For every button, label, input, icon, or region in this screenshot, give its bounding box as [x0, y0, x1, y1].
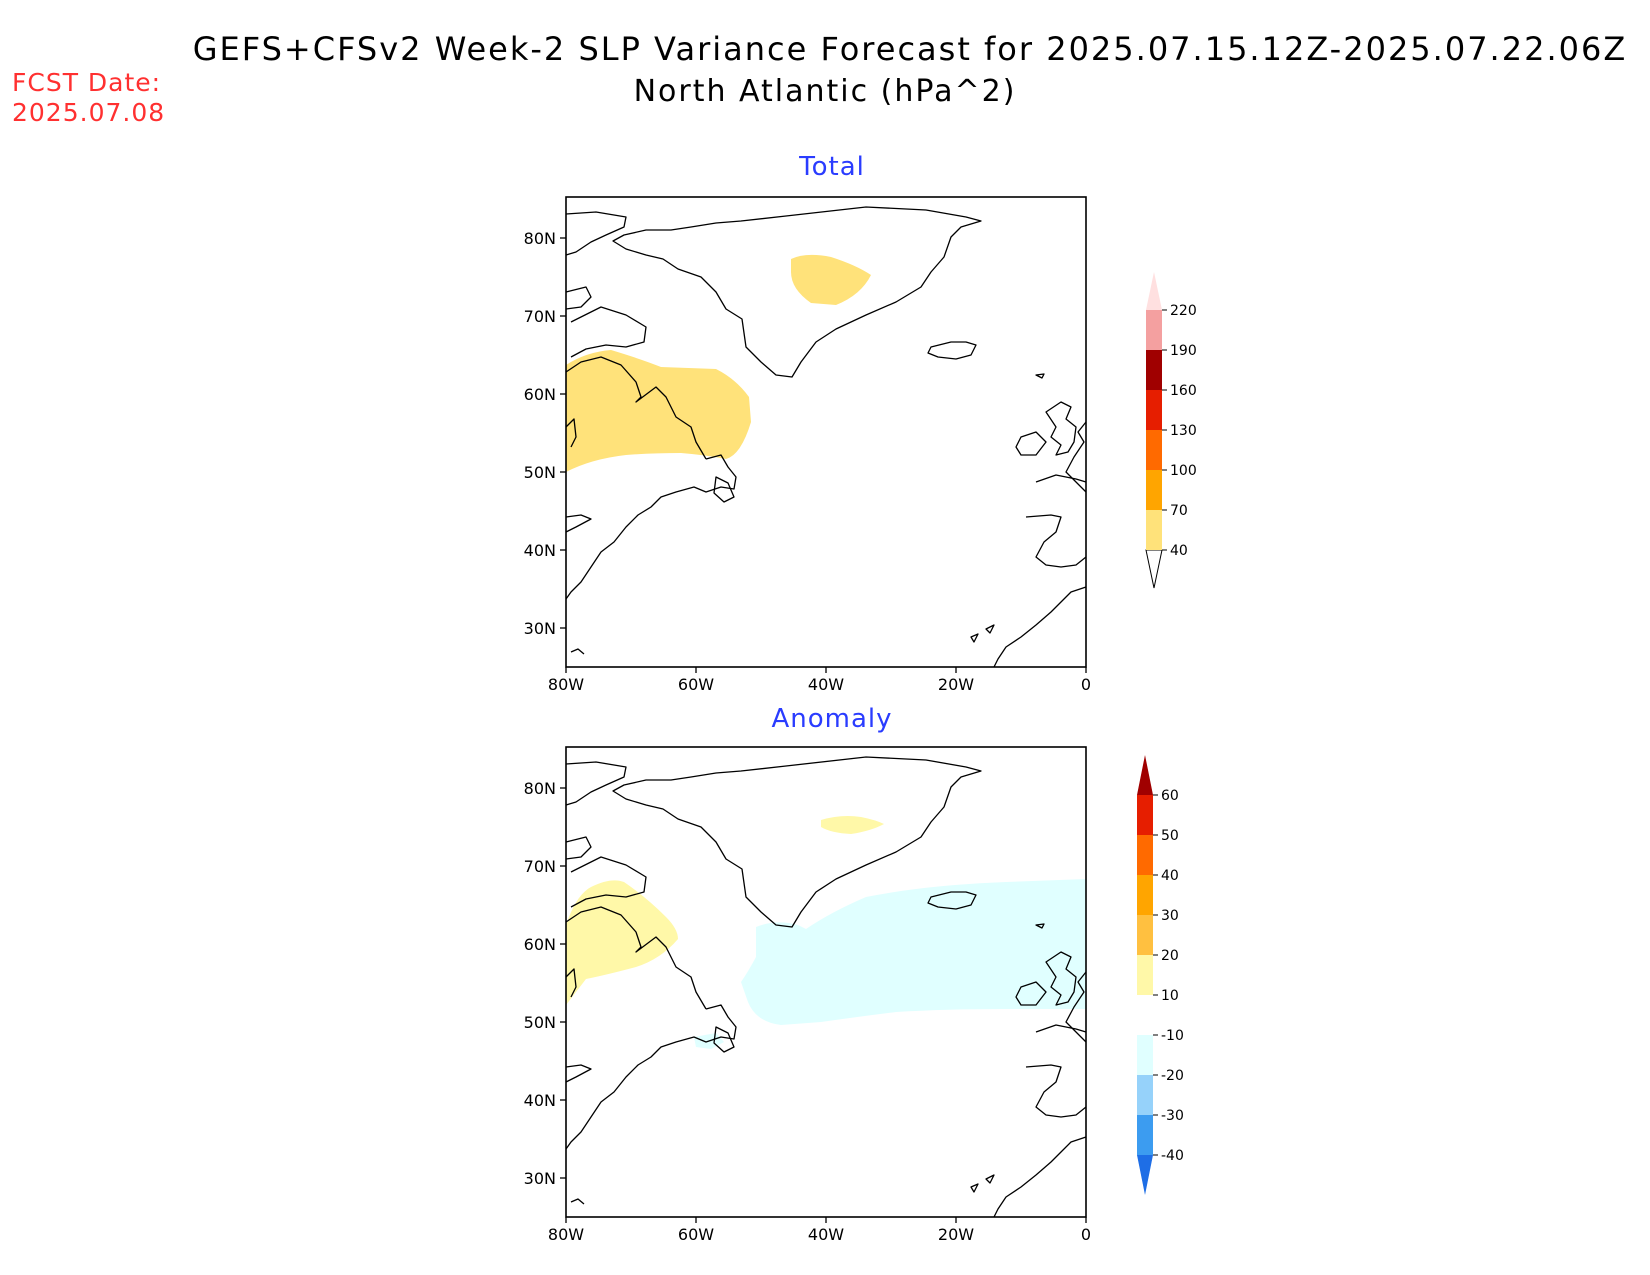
colorbar-label: 100	[1170, 463, 1197, 479]
lat-label: 80N	[524, 779, 556, 798]
colorbar-label: 70	[1170, 503, 1188, 519]
colorbar-label: -10	[1161, 1028, 1184, 1044]
colorbar-label: 190	[1170, 343, 1197, 359]
lat-label: 60N	[524, 935, 556, 954]
colorbar-label: 60	[1161, 788, 1179, 804]
lon-label: 0	[1081, 675, 1091, 694]
colorbar-block	[1146, 430, 1162, 470]
lon-label: 40W	[808, 675, 844, 694]
map-panel-anomaly: 80N 70N 60N 50N 40N 30N 80W 60W 40W 20W …	[524, 746, 1091, 1244]
colorbar-label: 50	[1161, 828, 1179, 844]
shaded-region-greenland	[791, 254, 871, 305]
panel-title-total: Total	[799, 152, 865, 182]
colorbar-block	[1137, 835, 1153, 875]
lat-labels: 80N 70N 60N 50N 40N 30N	[524, 229, 556, 638]
map-panel-total: 80N 70N 60N 50N 40N 30N 80W 60W 40W 20W …	[524, 196, 1091, 694]
shaded-region-labrador	[566, 880, 678, 1005]
lat-ticks	[560, 787, 566, 1179]
colorbar-tip-high	[1137, 755, 1153, 795]
shaded-region-labrador	[566, 350, 751, 472]
lat-label: 80N	[524, 229, 556, 248]
colorbar-label: 30	[1161, 908, 1179, 924]
main-title: GEFS+CFSv2 Week-2 SLP Variance Forecast …	[192, 30, 1628, 68]
colorbar-label: 160	[1170, 383, 1197, 399]
lon-ticks	[565, 1217, 1087, 1223]
colorbar-tip-low	[1145, 549, 1163, 589]
colorbar-block	[1137, 995, 1153, 1035]
shaded-region-ocean-negative	[741, 879, 1086, 1025]
lat-ticks	[560, 237, 566, 629]
lon-label: 60W	[678, 675, 714, 694]
colorbar-total: 40 70 100 130 160 190 220	[1145, 272, 1197, 589]
colorbar-block	[1137, 1035, 1153, 1075]
colorbar-block	[1137, 915, 1153, 955]
lat-label: 50N	[524, 1013, 556, 1032]
shaded-region-greenland	[821, 816, 884, 834]
colorbar-anomaly: 60 50 40 30 20 10 -10 -20 -30 -40	[1137, 755, 1184, 1195]
lon-label: 80W	[548, 1225, 584, 1244]
lat-label: 70N	[524, 857, 556, 876]
colorbar-label: 20	[1161, 948, 1179, 964]
colorbar-label: 130	[1170, 423, 1197, 439]
fcst-date-value: 2025.07.08	[12, 98, 166, 127]
lon-labels: 80W 60W 40W 20W 0	[548, 1225, 1091, 1244]
colorbar-block	[1137, 1115, 1153, 1155]
colorbar-tip-high	[1146, 272, 1162, 310]
colorbar-block	[1146, 510, 1162, 550]
lat-label: 40N	[524, 541, 556, 560]
lon-label: 60W	[678, 1225, 714, 1244]
lat-label: 50N	[524, 463, 556, 482]
lon-labels: 80W 60W 40W 20W 0	[548, 675, 1091, 694]
colorbar-block	[1146, 390, 1162, 430]
colorbar-label: -20	[1161, 1068, 1184, 1084]
colorbar-label: 10	[1161, 988, 1179, 1004]
colorbar-block	[1137, 875, 1153, 915]
colorbar-label: 40	[1161, 868, 1179, 884]
lat-label: 40N	[524, 1091, 556, 1110]
colorbar-label: -40	[1161, 1148, 1184, 1164]
colorbar-label: 220	[1170, 303, 1197, 319]
colorbar-block	[1137, 955, 1153, 995]
colorbar-label: 40	[1170, 543, 1188, 559]
colorbar-block	[1137, 1075, 1153, 1115]
lat-label: 30N	[524, 1169, 556, 1188]
panel-title-anomaly: Anomaly	[771, 704, 893, 734]
lon-label: 20W	[938, 675, 974, 694]
lon-ticks	[565, 667, 1087, 673]
lat-label: 70N	[524, 307, 556, 326]
lat-label: 30N	[524, 619, 556, 638]
colorbar-block	[1146, 470, 1162, 510]
colorbar-tip-low	[1137, 1155, 1153, 1195]
subtitle: North Atlantic (hPa^2)	[633, 74, 1017, 109]
lon-label: 0	[1081, 1225, 1091, 1244]
fcst-date-label: FCST Date:	[12, 68, 162, 97]
colorbar-block	[1137, 795, 1153, 835]
colorbar-block	[1146, 350, 1162, 390]
lat-labels: 80N 70N 60N 50N 40N 30N	[524, 779, 556, 1188]
lon-label: 40W	[808, 1225, 844, 1244]
colorbar-block	[1146, 310, 1162, 350]
colorbar-label: -30	[1161, 1108, 1184, 1124]
lon-label: 20W	[938, 1225, 974, 1244]
lat-label: 60N	[524, 385, 556, 404]
lon-label: 80W	[548, 675, 584, 694]
